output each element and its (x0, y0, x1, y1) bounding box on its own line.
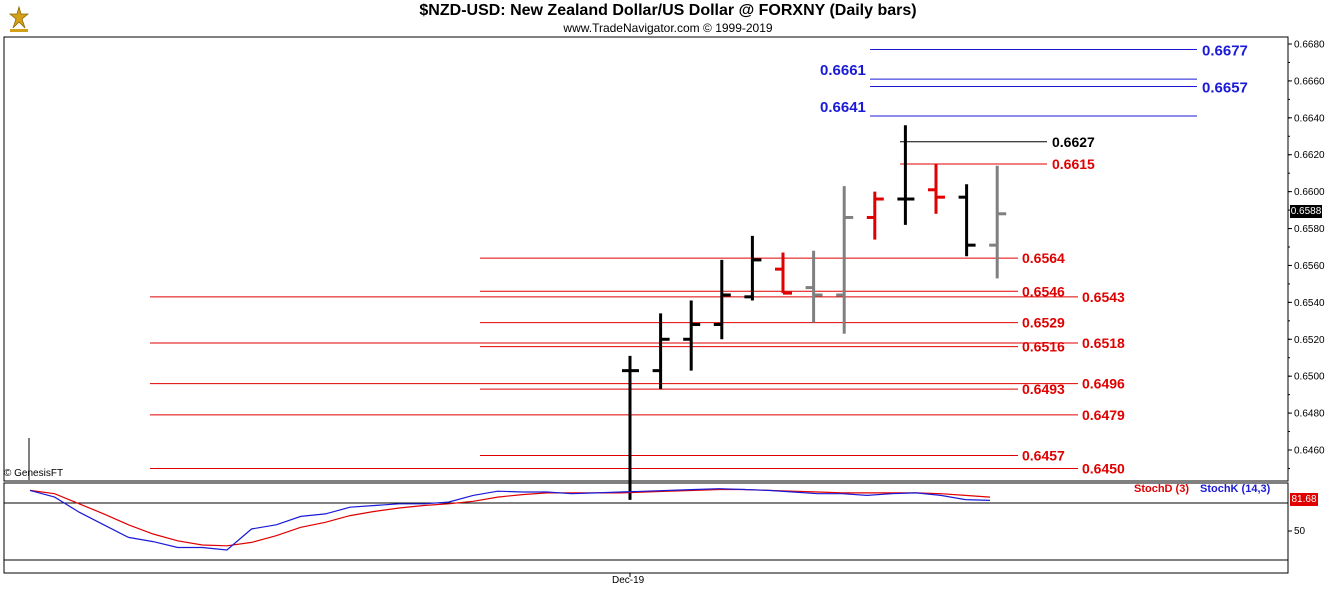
y-tick-label: 0.6600 (1294, 187, 1325, 198)
level-label-0.6615: 0.6615 (1052, 156, 1095, 172)
chart-title: $NZD-USD: New Zealand Dollar/US Dollar @… (419, 2, 917, 19)
chart-frame (3, 36, 1289, 577)
price-levels: 0.6677 0.6661 0.6657 0.6641 0.6627 0.6615 0.65… (150, 43, 1248, 476)
stoch-d-line (29, 488, 991, 547)
level-label-0.6543: 0.6543 (1082, 289, 1125, 305)
ohlc-bar (958, 184, 976, 257)
level-label-0.6496: 0.6496 (1082, 376, 1125, 392)
level-label-0.6516: 0.6516 (1022, 339, 1065, 355)
stoch-d-legend: StochD (3) (1134, 483, 1189, 495)
level-label-0.6529: 0.6529 (1022, 315, 1065, 331)
ohlc-bar (744, 235, 762, 301)
stoch-k-line (29, 488, 991, 551)
ohlc-bar (866, 191, 884, 240)
level-label-0.6479: 0.6479 (1082, 407, 1125, 423)
level-label-0.6661: 0.6661 (820, 62, 866, 79)
ohlc-bar (928, 163, 945, 214)
y-tick-label: 0.6500 (1294, 372, 1325, 383)
level-label-0.6641: 0.6641 (820, 99, 866, 116)
y-tick-label: 0.6620 (1294, 150, 1325, 161)
ohlc-bar (652, 313, 670, 390)
ohlc-bar (989, 165, 1007, 279)
level-label-0.6546: 0.6546 (1022, 283, 1065, 299)
level-label-0.6677: 0.6677 (1202, 43, 1248, 60)
price-panel-border (3, 36, 1289, 482)
y-tick-label: 0.6480 (1294, 409, 1325, 420)
level-label-0.6518: 0.6518 (1082, 335, 1125, 351)
copyright-label: © GenesisFT (4, 468, 64, 479)
y-tick-label: 0.6580 (1294, 224, 1325, 235)
y-tick-label: 0.6680 (1294, 40, 1325, 51)
chart-header: $NZD-USD: New Zealand Dollar/US Dollar @… (0, 0, 1336, 36)
level-label-0.6657: 0.6657 (1202, 79, 1248, 96)
ohlc-bar (622, 355, 639, 500)
ohlc-bar (775, 252, 792, 295)
y-tick-label: 0.6460 (1294, 446, 1325, 457)
ohlc-bar (836, 186, 854, 334)
chart-subtitle: www.TradeNavigator.com © 1999-2019 (563, 21, 773, 35)
y-tick-label: 0.6540 (1294, 298, 1325, 309)
ohlc-bar (897, 125, 915, 225)
price-bars (622, 125, 1007, 500)
y-tick-label: 0.6660 (1294, 76, 1325, 87)
y-tick-label: 0.6640 (1294, 113, 1325, 124)
level-label-0.6450: 0.6450 (1082, 460, 1125, 476)
ohlc-bar (683, 300, 701, 371)
stoch-tick-50: 50 (1294, 526, 1306, 537)
x-axis-label: Dec-19 (612, 575, 645, 586)
ohlc-bar (805, 250, 823, 323)
last-price-badge: 0.6588 (1290, 205, 1322, 218)
ohlc-bar (713, 259, 731, 340)
level-label-0.6564: 0.6564 (1022, 250, 1065, 266)
y-tick-label: 0.6560 (1294, 261, 1325, 272)
level-label-0.6493: 0.6493 (1022, 381, 1065, 397)
level-label-0.6457: 0.6457 (1022, 448, 1065, 464)
stochastic-panel (4, 488, 1292, 561)
price-axis: 0.6680 0.6660 0.6640 0.6620 0.6600 0.6580 0.65… (1288, 40, 1325, 469)
stoch-k-legend: StochK (14,3) (1200, 483, 1271, 495)
stoch-value-badge: 81.68 (1290, 493, 1318, 506)
genesis-logo-icon (4, 4, 34, 34)
y-tick-label: 0.6520 (1294, 335, 1325, 346)
level-label-0.6627: 0.6627 (1052, 134, 1095, 150)
